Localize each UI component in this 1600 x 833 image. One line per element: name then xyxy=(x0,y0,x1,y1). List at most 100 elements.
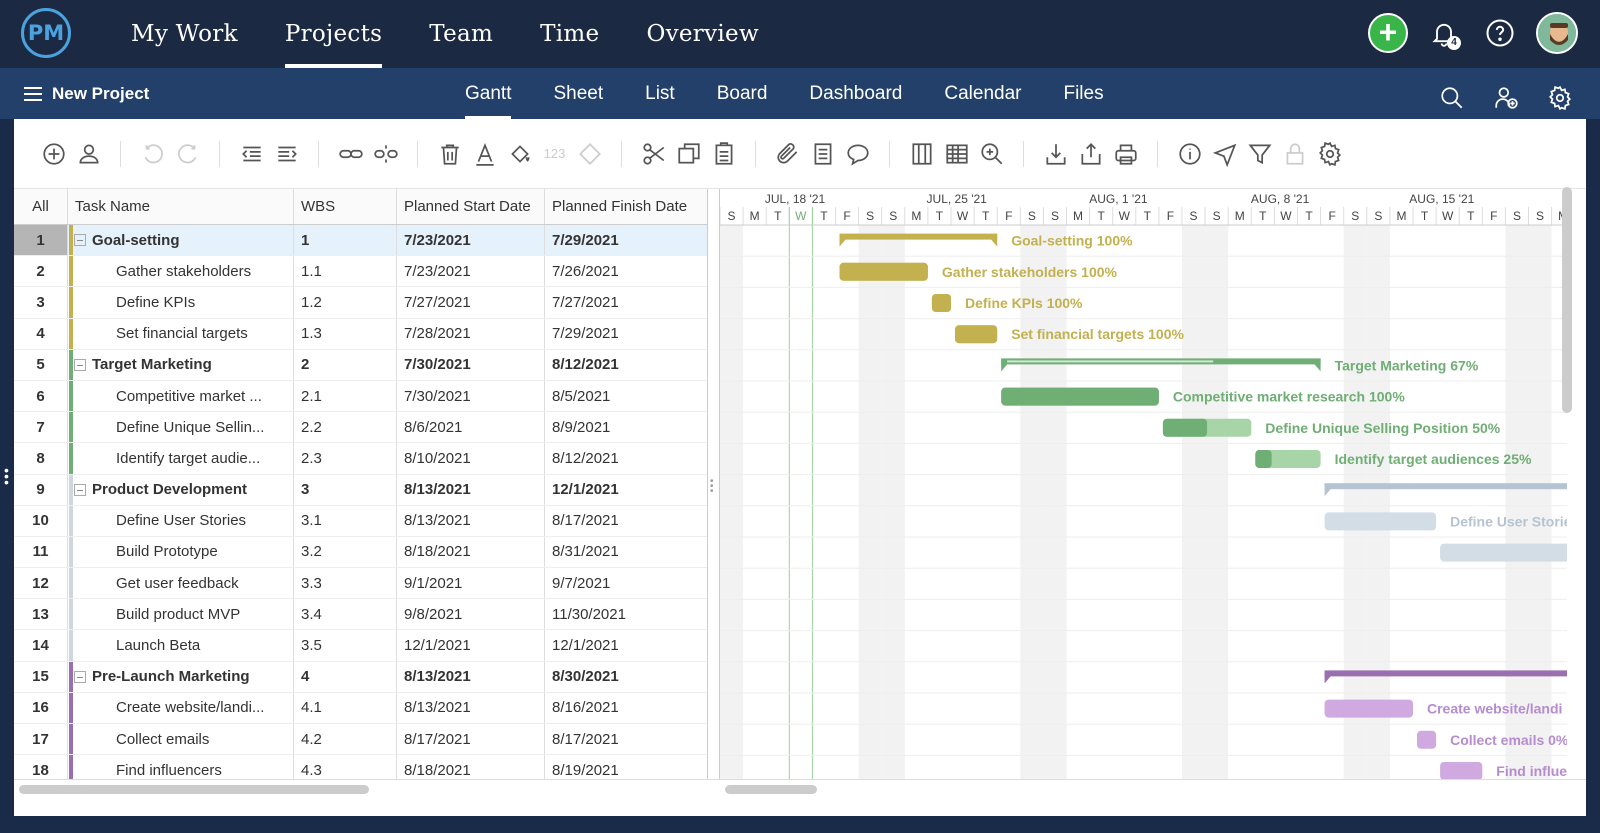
task-name-cell[interactable]: Launch Beta xyxy=(68,630,294,661)
cut-icon[interactable] xyxy=(636,136,671,171)
finish-date-cell[interactable]: 8/16/2021 xyxy=(552,699,619,717)
collapse-icon[interactable] xyxy=(74,234,86,247)
table-row[interactable]: 12 Get user feedback 3.3 9/1/2021 9/7/2021 xyxy=(14,568,707,600)
milestone-icon[interactable] xyxy=(572,136,607,171)
collapse-icon[interactable] xyxy=(74,670,86,683)
finish-date-cell[interactable]: 8/17/2021 xyxy=(552,512,619,530)
start-date-cell[interactable]: 8/18/2021 xyxy=(397,536,545,568)
print-icon[interactable] xyxy=(1108,136,1143,171)
task-name-cell[interactable]: Set financial targets xyxy=(68,318,294,349)
search-icon[interactable] xyxy=(1432,78,1472,118)
side-handle-icon[interactable]: • • • xyxy=(4,462,9,490)
wbs-cell[interactable]: 3.1 xyxy=(294,505,397,536)
table-row[interactable]: 14 Launch Beta 3.5 12/1/2021 12/1/2021 xyxy=(14,630,707,662)
table-row[interactable]: 8 Identify target audie... 2.3 8/10/2021 8/1… xyxy=(14,443,707,475)
task-name-cell[interactable]: Build Prototype xyxy=(68,536,294,568)
row-number[interactable]: 2 xyxy=(14,256,68,287)
finish-date-cell[interactable]: 11/30/2021 xyxy=(552,605,626,623)
start-date-cell[interactable]: 9/8/2021 xyxy=(397,599,545,630)
tab-files[interactable]: Files xyxy=(1063,82,1104,104)
delete-icon[interactable] xyxy=(432,136,467,171)
task-name-cell[interactable]: Goal-setting xyxy=(68,225,294,256)
finish-date-cell[interactable]: 8/31/2021 xyxy=(552,543,619,561)
finish-date-cell[interactable]: 8/17/2021 xyxy=(552,730,619,748)
columns-icon[interactable] xyxy=(904,136,939,171)
table-row[interactable]: 10 Define User Stories 3.1 8/13/2021 8/17/20… xyxy=(14,505,707,537)
planned-start-header[interactable]: Planned Start Date xyxy=(397,189,545,224)
paste-icon[interactable] xyxy=(706,136,741,171)
task-name-cell[interactable]: Define Unique Sellin... xyxy=(68,412,294,443)
wbs-cell[interactable]: 2.2 xyxy=(294,412,397,443)
add-task-icon[interactable] xyxy=(36,136,71,171)
copy-icon[interactable] xyxy=(671,136,706,171)
table-row[interactable]: 11 Build Prototype 3.2 8/18/2021 8/31/2021 xyxy=(14,536,707,569)
start-date-cell[interactable]: 8/10/2021 xyxy=(397,443,545,474)
tab-sheet[interactable]: Sheet xyxy=(553,82,604,104)
import-icon[interactable] xyxy=(1038,136,1073,171)
text-color-icon[interactable] xyxy=(467,136,502,171)
gantt-vertical-scrollbar[interactable] xyxy=(1562,187,1572,413)
attachment-icon[interactable] xyxy=(770,136,805,171)
add-button[interactable]: + xyxy=(1368,13,1408,53)
send-icon[interactable] xyxy=(1207,136,1242,171)
table-row[interactable]: 9 Product Development 3 8/13/2021 12/1/2021 xyxy=(14,474,707,506)
row-number[interactable]: 9 xyxy=(14,474,68,505)
task-name-cell[interactable]: Pre-Launch Marketing xyxy=(68,661,294,692)
task-name-cell[interactable]: Define KPIs xyxy=(68,287,294,318)
assign-user-icon[interactable] xyxy=(71,136,106,171)
wbs-cell[interactable]: 2.1 xyxy=(294,380,397,412)
wbs-cell[interactable]: 1.2 xyxy=(294,287,397,318)
gantt-settings-icon[interactable] xyxy=(1312,136,1347,171)
row-number[interactable]: 1 xyxy=(14,225,68,256)
row-number[interactable]: 8 xyxy=(14,443,68,474)
table-row[interactable]: 7 Define Unique Sellin... 2.2 8/6/2021 8/9/2… xyxy=(14,412,707,444)
fill-color-icon[interactable] xyxy=(502,136,537,171)
task-name-cell[interactable]: Target Marketing xyxy=(68,349,294,380)
gantt-canvas[interactable]: SMTWTFSSMTWTFSSMTWTFSSMTWTFSSMTWTFSSMJUL… xyxy=(720,189,1567,801)
undo-icon[interactable] xyxy=(135,136,170,171)
grid-horizontal-scrollbar[interactable] xyxy=(19,785,369,794)
settings-icon[interactable] xyxy=(1540,78,1580,118)
pm-logo[interactable]: PM xyxy=(21,8,71,58)
user-avatar[interactable] xyxy=(1536,12,1578,54)
wbs-cell[interactable]: 1.1 xyxy=(294,256,397,287)
wbs-cell[interactable]: 2 xyxy=(294,349,397,380)
row-number[interactable]: 10 xyxy=(14,505,68,536)
task-name-cell[interactable]: Gather stakeholders xyxy=(68,256,294,287)
wbs-cell[interactable]: 3 xyxy=(294,474,397,505)
task-name-cell[interactable]: Identify target audie... xyxy=(68,443,294,474)
grid-icon[interactable] xyxy=(939,136,974,171)
finish-date-cell[interactable]: 7/26/2021 xyxy=(552,262,619,280)
task-name-cell[interactable]: Build product MVP xyxy=(68,599,294,630)
finish-date-cell[interactable]: 8/5/2021 xyxy=(552,387,611,405)
table-row[interactable]: 6 Competitive market ... 2.1 7/30/2021 8/5/2… xyxy=(14,380,707,413)
number-format-icon[interactable]: 123 xyxy=(543,146,566,161)
finish-date-cell[interactable]: 8/9/2021 xyxy=(552,418,611,436)
select-all-header[interactable]: All xyxy=(14,189,68,224)
row-number[interactable]: 6 xyxy=(14,380,68,412)
finish-date-cell[interactable]: 7/29/2021 xyxy=(552,325,619,343)
wbs-cell[interactable]: 4.3 xyxy=(294,755,397,786)
nav-overview[interactable]: Overview xyxy=(646,21,759,47)
start-date-cell[interactable]: 7/23/2021 xyxy=(397,225,545,256)
start-date-cell[interactable]: 8/6/2021 xyxy=(397,412,545,443)
tab-board[interactable]: Board xyxy=(716,82,768,104)
redo-icon[interactable] xyxy=(170,136,205,171)
wbs-cell[interactable]: 3.3 xyxy=(294,568,397,599)
finish-date-cell[interactable]: 7/29/2021 xyxy=(552,231,619,249)
nav-time[interactable]: Time xyxy=(540,21,600,47)
finish-date-cell[interactable]: 8/12/2021 xyxy=(552,449,619,467)
table-row[interactable]: 3 Define KPIs 1.2 7/27/2021 7/27/2021 xyxy=(14,287,707,319)
task-name-cell[interactable]: Collect emails xyxy=(68,724,294,755)
row-number[interactable]: 13 xyxy=(14,599,68,630)
start-date-cell[interactable]: 7/30/2021 xyxy=(397,349,545,380)
start-date-cell[interactable]: 8/17/2021 xyxy=(397,724,545,755)
table-row[interactable]: 2 Gather stakeholders 1.1 7/23/2021 7/26/202… xyxy=(14,256,707,288)
indent-icon[interactable] xyxy=(269,136,304,171)
start-date-cell[interactable]: 8/13/2021 xyxy=(397,474,545,505)
collapse-icon[interactable] xyxy=(74,358,86,371)
nav-projects[interactable]: Projects xyxy=(269,0,398,68)
table-row[interactable]: 5 Target Marketing 2 7/30/2021 8/12/2021 xyxy=(14,349,707,381)
table-row[interactable]: 16 Create website/landi... 4.1 8/13/2021 8/1… xyxy=(14,692,707,724)
collapse-icon[interactable] xyxy=(74,483,86,496)
